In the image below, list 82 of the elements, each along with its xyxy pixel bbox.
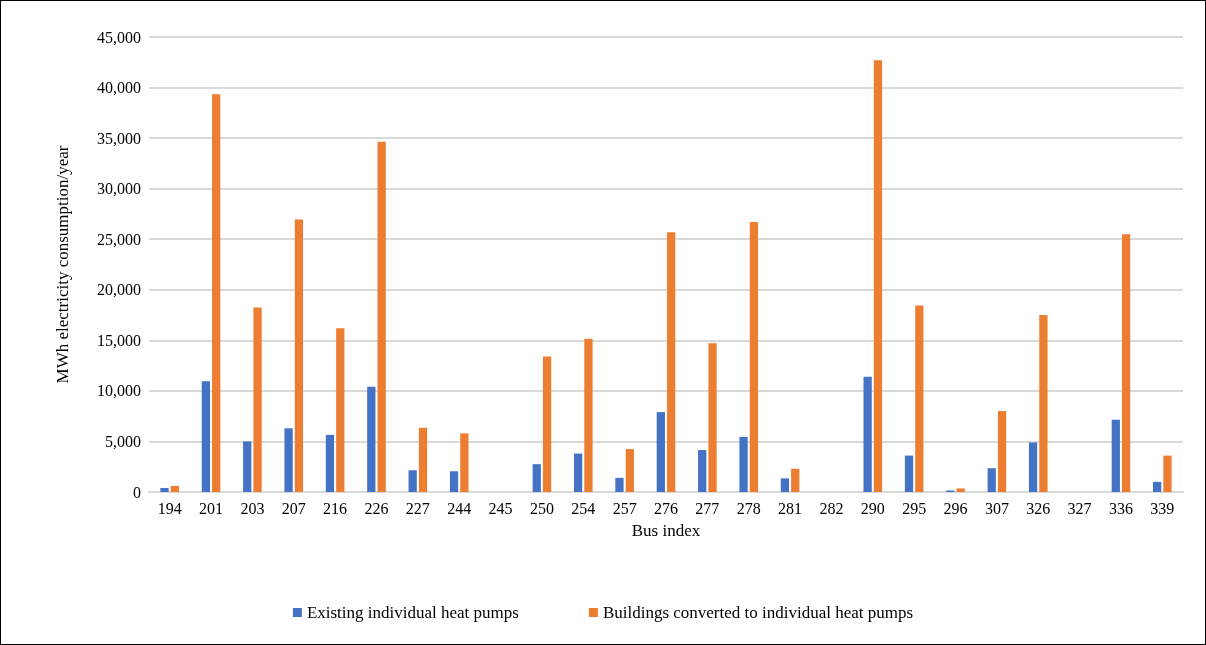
bar (325, 434, 335, 492)
x-tick-label: 281 (778, 499, 803, 517)
x-tick-label: 296 (943, 499, 968, 517)
bar (667, 232, 676, 492)
x-tick-label: 245 (488, 499, 513, 517)
legend-label: Existing individual heat pumps (306, 603, 519, 622)
bar (201, 381, 211, 492)
x-tick-label: 254 (571, 499, 596, 517)
bar (532, 464, 541, 492)
y-tick-label: 15,000 (97, 331, 141, 349)
bar (791, 468, 800, 492)
bar (987, 468, 996, 492)
y-tick-label: 40,000 (97, 79, 141, 97)
x-tick-label: 201 (199, 499, 224, 517)
bar (997, 411, 1007, 492)
x-tick-label: 282 (819, 499, 844, 517)
bar (377, 141, 386, 492)
bar (656, 412, 665, 492)
bar (284, 428, 293, 492)
bar (1028, 442, 1038, 492)
bar (1153, 481, 1162, 492)
legend-label: Buildings converted to individual heat pumps (602, 603, 914, 622)
x-tick-label: 226 (364, 499, 389, 517)
bar (749, 222, 759, 492)
x-tick-label: 278 (736, 499, 761, 517)
x-tick-label: 339 (1150, 499, 1175, 517)
bar (915, 305, 924, 492)
x-tick-label: 277 (695, 499, 720, 517)
x-tick-label: 307 (984, 499, 1009, 517)
bar (1163, 455, 1172, 492)
y-tick-label: 30,000 (97, 180, 141, 198)
bar (1111, 419, 1120, 492)
bar (708, 343, 717, 492)
x-tick-label: 295 (902, 499, 927, 517)
bar (170, 485, 179, 492)
x-tick-label: 257 (612, 499, 637, 517)
bar (863, 376, 872, 492)
x-tick-label: 326 (1026, 499, 1051, 517)
bar (449, 471, 459, 492)
bar (584, 338, 593, 492)
x-tick-label: 203 (240, 499, 265, 517)
bar (336, 328, 345, 492)
bar (160, 487, 169, 492)
bar (573, 453, 583, 492)
y-tick-label: 5,000 (105, 432, 141, 450)
x-axis-title: Bus index (631, 521, 701, 540)
x-tick-label: 207 (281, 499, 306, 517)
y-tick-label: 45,000 (97, 28, 141, 46)
bar (904, 455, 914, 492)
x-tick-label: 216 (323, 499, 348, 517)
bar (294, 219, 304, 492)
bar (615, 477, 624, 492)
bar (253, 307, 262, 492)
x-tick-label: 290 (860, 499, 885, 517)
bar (418, 427, 428, 492)
bar (698, 450, 707, 492)
y-tick-label: 20,000 (97, 281, 141, 299)
y-tick-label: 35,000 (97, 129, 141, 147)
x-tick-label: 227 (405, 499, 430, 517)
bar (367, 386, 376, 492)
bar (739, 436, 748, 492)
x-tick-label: 250 (529, 499, 554, 517)
y-tick-label: 10,000 (97, 382, 141, 400)
bar (460, 433, 469, 492)
y-tick-label: 25,000 (97, 230, 141, 248)
bar (956, 488, 965, 492)
bar (780, 478, 790, 492)
x-tick-label: 244 (447, 499, 472, 517)
y-tick-label: 0 (133, 483, 141, 501)
x-tick-label: 336 (1108, 499, 1133, 517)
x-tick-label: 276 (654, 499, 678, 517)
bar (542, 356, 552, 492)
bar (1121, 234, 1131, 492)
x-tick-label: 194 (157, 499, 182, 517)
x-tick-label: 327 (1067, 499, 1092, 517)
bar (212, 94, 221, 492)
bar (625, 449, 634, 492)
y-axis-title: MWh electricity consumption/year (53, 145, 72, 384)
bar (243, 441, 252, 492)
bar (1039, 315, 1048, 492)
bar (408, 470, 417, 492)
bar (873, 60, 883, 492)
